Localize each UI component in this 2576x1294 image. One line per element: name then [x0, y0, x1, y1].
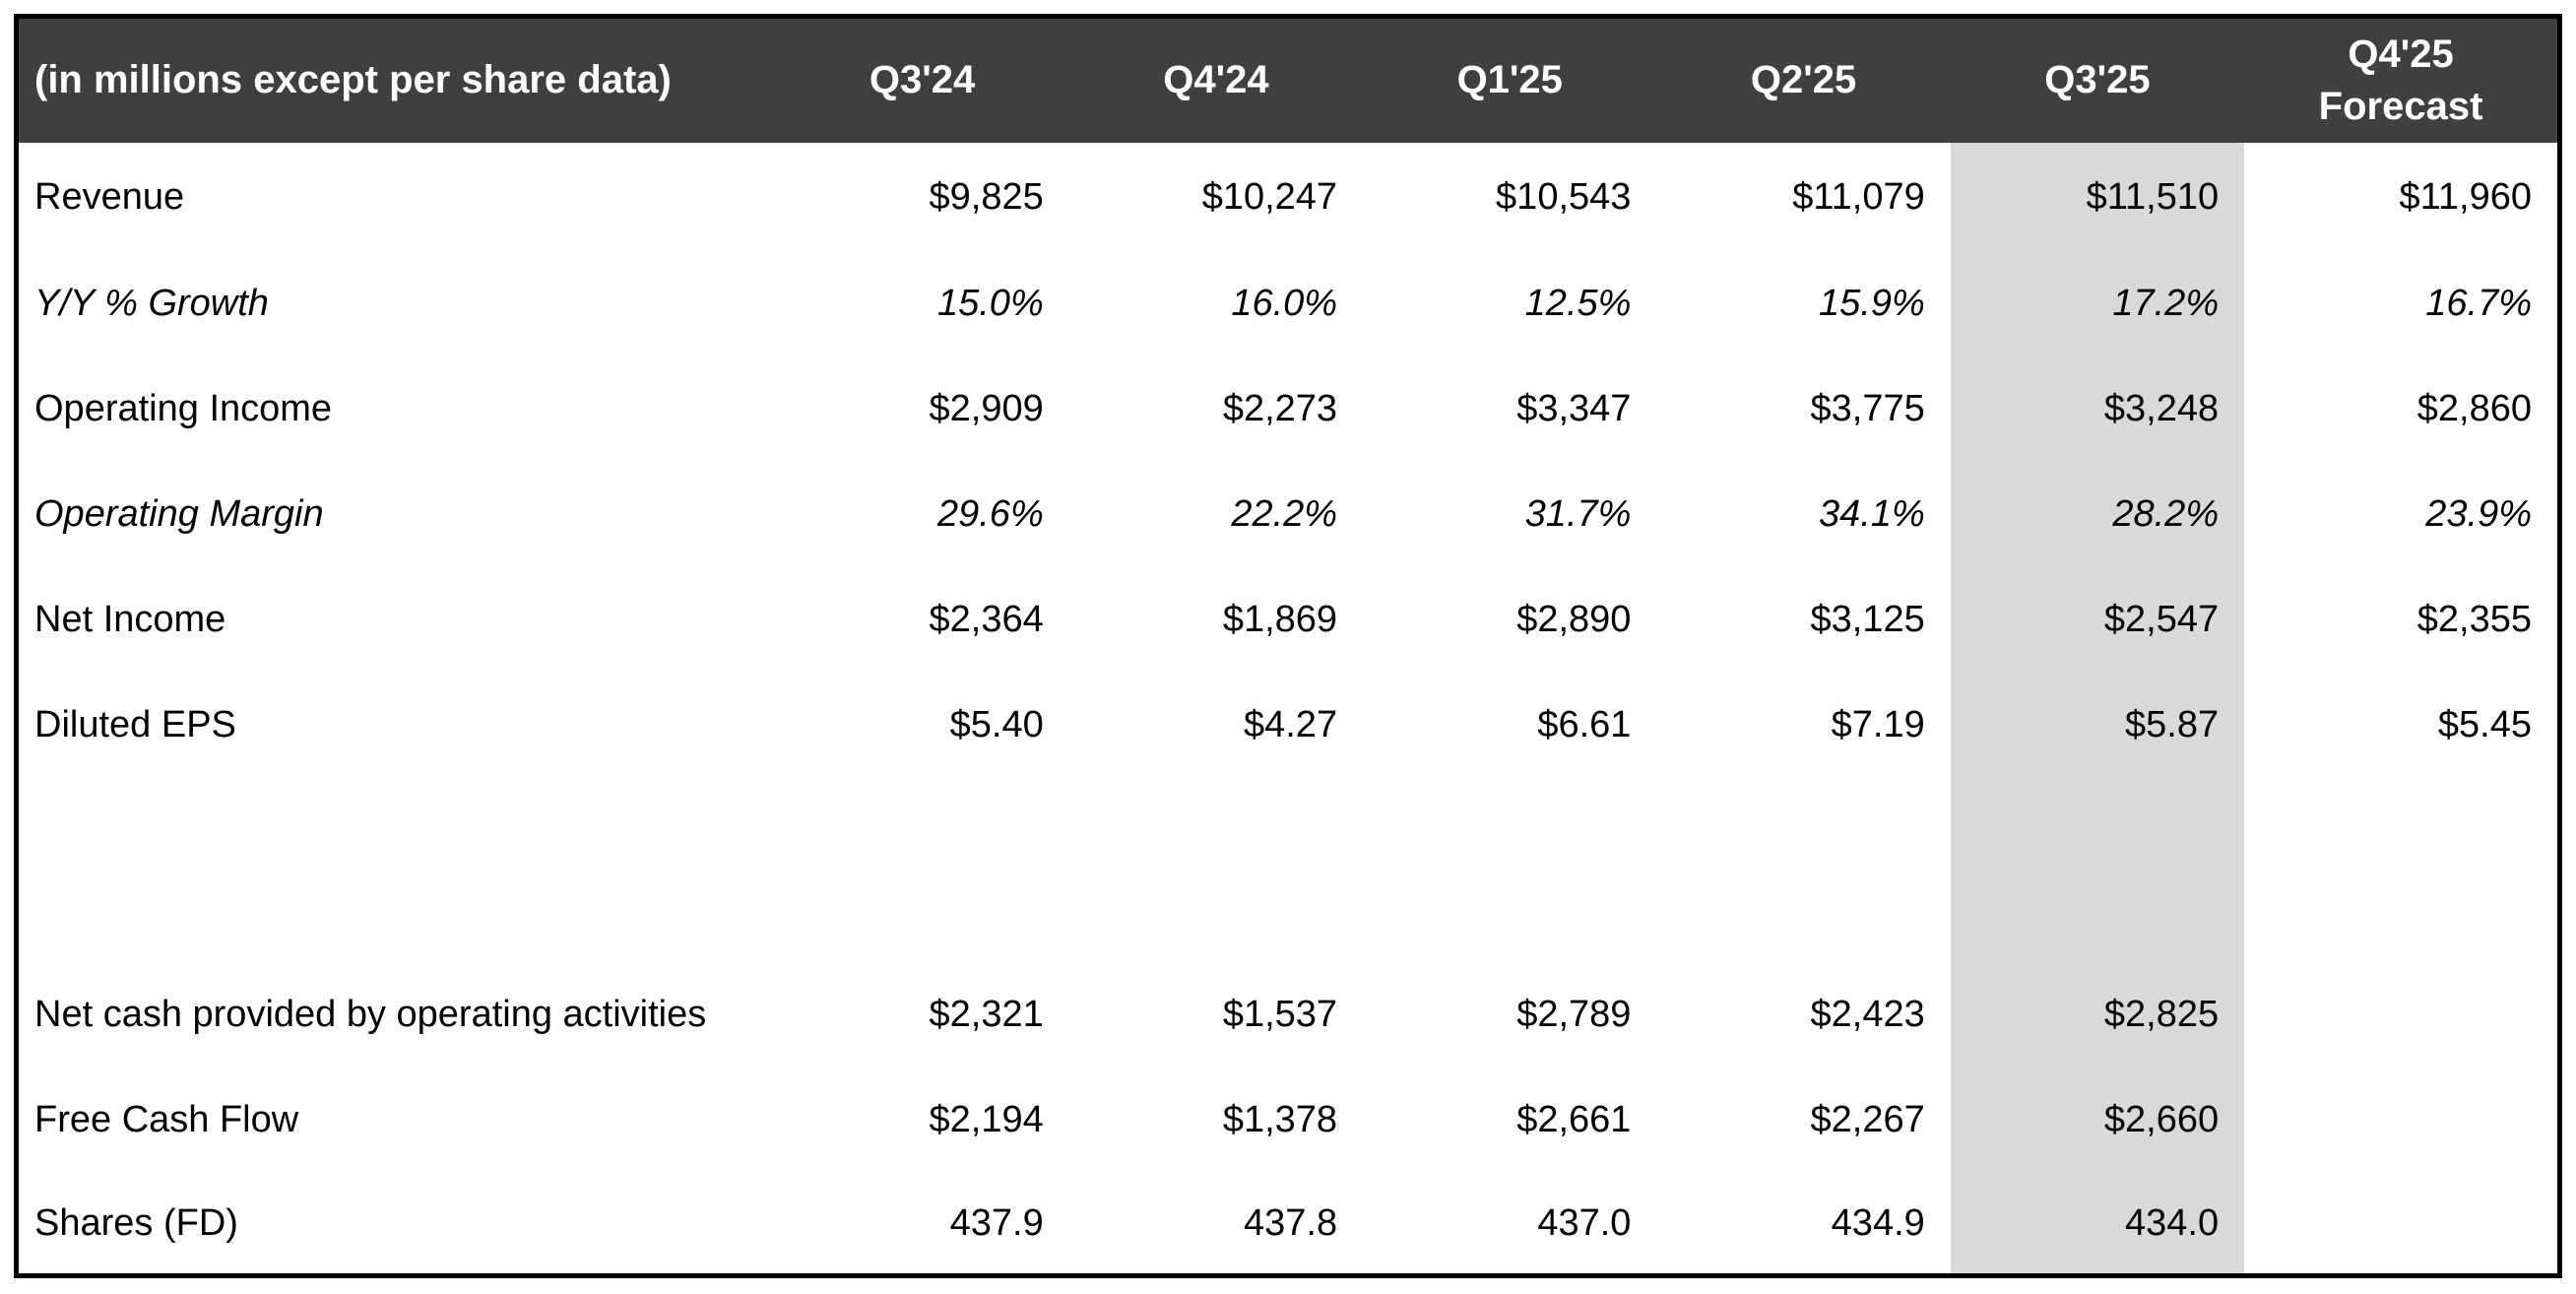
corner-label: (in millions except per share data): [16, 16, 776, 143]
cell-operating-margin-q3-25: 28.2%: [1950, 459, 2245, 565]
column-header-q3-24: Q3'24: [775, 16, 1069, 143]
cell-net-income-q4-25-forecast: $2,355: [2416, 598, 2532, 640]
cell-operating-income-q4-24: $2,273: [1222, 387, 1338, 429]
cell-y-y-growth-q3-25: 17.2%: [1950, 247, 2245, 354]
cell-revenue-q2-25: $11,079: [1792, 176, 1925, 219]
cell-diluted-eps-q4-24: $4.27: [1243, 704, 1338, 746]
cell-diluted-eps-q3-25: $5.87: [1950, 670, 2245, 776]
table-header: (in millions except per share data) Q3'24…: [16, 16, 2560, 143]
row-label-net-cash-provided-by-operating-activities: Net cash provided by operating activitie…: [34, 993, 707, 1035]
table-row-net-cash-provided-by-operating-activities: Net cash provided by operating activitie…: [17, 864, 2560, 1066]
cell-net-cash-provided-by-operating-activities-q4-24: $1,537: [1222, 993, 1338, 1035]
cell-free-cash-flow-q4-25-forecast: [2244, 1065, 2559, 1170]
cell-blank-q4-25-forecast: [2244, 776, 2559, 865]
cell-blank-q1-25: [1363, 776, 1656, 865]
cell-shares-fd-q4-25-forecast: [2244, 1170, 2559, 1275]
column-header-q4-24: Q4'24: [1068, 16, 1364, 143]
cell-blank-q2-25: [1656, 776, 1950, 865]
table-row-y-y-growth: Y/Y % Growth 15.0% 16.0% 12.5% 15.9% 17.2% 16.…: [17, 247, 2560, 354]
cell-operating-margin-q2-25: 34.1%: [1819, 492, 1925, 535]
cell-free-cash-flow-q4-24: $1,378: [1222, 1098, 1338, 1140]
cell-net-cash-provided-by-operating-activities-q1-25: $2,789: [1516, 993, 1632, 1035]
cell-operating-margin-q1-25: 31.7%: [1524, 492, 1632, 535]
cell-net-cash-provided-by-operating-activities-q4-25-forecast: [2244, 865, 2559, 1066]
row-label-operating-margin: Operating Margin: [34, 492, 324, 535]
table-row-operating-income: Operating Income $2,909 $2,273 $3,347 $3,775…: [17, 353, 2560, 460]
cell-shares-fd-q4-24: 437.8: [1243, 1201, 1338, 1244]
cell-operating-income-q3-24: $2,909: [929, 387, 1044, 429]
column-header-q3-25: Q3'25: [1950, 16, 2245, 143]
cell-diluted-eps-q2-25: $7.19: [1831, 704, 1925, 746]
header-row: (in millions except per share data) Q3'24…: [16, 16, 2560, 143]
cell-net-income-q3-24: $2,364: [929, 598, 1044, 640]
cell-revenue-q1-25: $10,543: [1496, 176, 1632, 219]
row-label-operating-income: Operating Income: [34, 387, 333, 429]
table-row-operating-margin: Operating Margin 29.6% 22.2% 31.7% 34.1% 28.2…: [17, 459, 2560, 565]
cell-operating-income-q2-25: $3,775: [1810, 387, 1925, 429]
cell-revenue-q4-24: $10,247: [1201, 176, 1338, 219]
row-label-net-income: Net Income: [34, 598, 226, 640]
table-row-free-cash-flow: Free Cash Flow $2,194 $1,378 $2,661 $2,267 $2…: [17, 1065, 2560, 1171]
cell-revenue-q4-25-forecast: $11,960: [2399, 176, 2532, 219]
cell-operating-income-q3-25: $3,248: [1950, 353, 2245, 460]
cell-y-y-growth-q2-25: 15.9%: [1819, 282, 1925, 324]
cell-blank-q3-24: [775, 776, 1068, 865]
cell-net-income-q4-24: $1,869: [1222, 598, 1338, 640]
row-label-y-y-growth: Y/Y % Growth: [34, 282, 269, 324]
column-header-q4-25-forecast: Q4'25 Forecast: [2244, 16, 2560, 143]
column-header-q2-25: Q2'25: [1656, 16, 1951, 143]
cell-shares-fd-q3-24: 437.9: [949, 1201, 1044, 1244]
cell-net-cash-provided-by-operating-activities-q3-25: $2,825: [1950, 864, 2245, 1066]
blank-label: [17, 776, 776, 865]
cell-free-cash-flow-q3-25: $2,660: [1950, 1065, 2245, 1171]
cell-revenue-q3-25: $11,510: [1950, 142, 2245, 248]
row-label-revenue: Revenue: [34, 176, 185, 219]
cell-revenue-q3-24: $9,825: [929, 176, 1044, 219]
cell-y-y-growth-q4-24: 16.0%: [1231, 282, 1338, 324]
financial-summary-table: (in millions except per share data) Q3'24…: [14, 14, 2562, 1278]
spacer-row: [17, 775, 2560, 865]
cell-operating-income-q1-25: $3,347: [1516, 387, 1632, 429]
cell-operating-income-q4-25-forecast: $2,860: [2416, 387, 2532, 429]
cell-operating-margin-q3-24: 29.6%: [936, 492, 1044, 535]
row-label-shares-fd: Shares (FD): [34, 1201, 238, 1244]
cell-shares-fd-q2-25: 434.9: [1831, 1201, 1925, 1244]
cell-y-y-growth-q3-24: 15.0%: [936, 282, 1044, 324]
cell-blank-q3-25: [1950, 775, 2245, 865]
table-row-net-income: Net Income $2,364 $1,869 $2,890 $3,125 $2,547…: [17, 564, 2560, 671]
cell-net-income-q2-25: $3,125: [1810, 598, 1925, 640]
cell-y-y-growth-q4-25-forecast: 16.7%: [2425, 282, 2532, 324]
cell-net-cash-provided-by-operating-activities-q3-24: $2,321: [929, 993, 1044, 1035]
cell-shares-fd-q1-25: 437.0: [1537, 1201, 1632, 1244]
cell-free-cash-flow-q3-24: $2,194: [929, 1098, 1044, 1140]
cell-net-cash-provided-by-operating-activities-q2-25: $2,423: [1810, 993, 1925, 1035]
table-body: Revenue $9,825 $10,247 $10,543 $11,079 $11,51…: [17, 142, 2560, 1276]
row-label-free-cash-flow: Free Cash Flow: [34, 1098, 299, 1140]
table-row-revenue: Revenue $9,825 $10,247 $10,543 $11,079 $11,51…: [17, 142, 2560, 248]
cell-diluted-eps-q3-24: $5.40: [949, 704, 1044, 746]
cell-blank-q4-24: [1069, 776, 1363, 865]
cell-y-y-growth-q1-25: 12.5%: [1524, 282, 1632, 324]
table-row-shares-fd: Shares (FD) 437.9 437.8 437.0 434.9 434.0: [17, 1170, 2560, 1276]
row-label-diluted-eps: Diluted EPS: [34, 704, 236, 746]
cell-diluted-eps-q4-25-forecast: $5.45: [2437, 704, 2532, 746]
cell-net-income-q3-25: $2,547: [1950, 564, 2245, 671]
cell-net-income-q1-25: $2,890: [1516, 598, 1632, 640]
cell-diluted-eps-q1-25: $6.61: [1537, 704, 1632, 746]
cell-shares-fd-q3-25: 434.0: [1950, 1170, 2245, 1276]
table-row-diluted-eps: Diluted EPS $5.40 $4.27 $6.61 $7.19 $5.87 $5.4…: [17, 670, 2560, 776]
cell-free-cash-flow-q1-25: $2,661: [1516, 1098, 1632, 1140]
cell-operating-margin-q4-25-forecast: 23.9%: [2425, 492, 2532, 535]
column-header-q1-25: Q1'25: [1363, 16, 1657, 143]
cell-free-cash-flow-q2-25: $2,267: [1810, 1098, 1925, 1140]
cell-operating-margin-q4-24: 22.2%: [1231, 492, 1338, 535]
